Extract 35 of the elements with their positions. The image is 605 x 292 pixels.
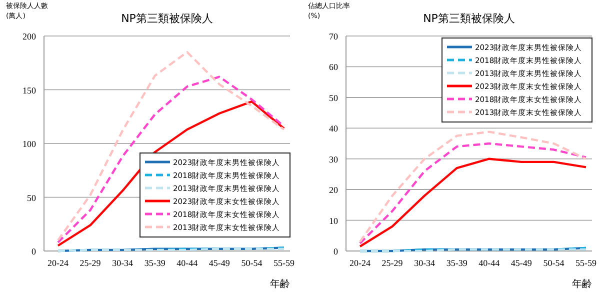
x-tick-label: 55-59 [576, 258, 597, 268]
x-tick-label: 30-34 [112, 258, 134, 268]
x-tick-label: 30-34 [414, 258, 436, 268]
x-tick-label: 25-29 [80, 258, 102, 268]
y-tick-label: 70 [329, 32, 338, 42]
y-tick-label: 150 [22, 85, 36, 96]
y-tick-label: 50 [27, 192, 36, 203]
chart-title: NP第三類被保険人 [423, 12, 515, 25]
x-axis-title: 年齢 [270, 278, 290, 290]
y-tick-label: 0 [32, 246, 36, 256]
y-tick-label: 30 [329, 154, 338, 164]
x-tick-label: 35-39 [446, 258, 468, 268]
x-tick-label: 55-59 [274, 258, 295, 268]
y-tick-label: 50 [329, 92, 338, 103]
x-tick-label: 40-44 [176, 258, 198, 268]
y-tick-label: 10 [329, 216, 338, 226]
x-tick-label: 35-39 [144, 258, 166, 268]
x-tick-label: 45-49 [510, 258, 532, 268]
y-tick-label: 100 [22, 139, 36, 149]
x-tick-label: 45-49 [208, 258, 230, 268]
y-tick-label: 0 [334, 246, 338, 256]
line-series [56, 100, 286, 247]
x-tick-label: 20-24 [48, 258, 69, 268]
y-tick-label: 200 [22, 32, 36, 42]
x-tick-label: 40-44 [478, 258, 500, 268]
x-tick-label: 50-54 [241, 258, 263, 268]
x-tick-label: 25-29 [382, 258, 404, 268]
chart-title: NP第三類被保険人 [121, 12, 213, 25]
line-series [358, 158, 588, 248]
x-tick-label: 50-54 [543, 258, 565, 268]
x-axis-title: 年齢 [572, 278, 592, 290]
x-tick-label: 20-24 [350, 258, 371, 268]
y-tick-label: 60 [329, 62, 338, 72]
y-tick-label: 40 [329, 124, 338, 134]
y-tick-label: 20 [329, 185, 338, 196]
